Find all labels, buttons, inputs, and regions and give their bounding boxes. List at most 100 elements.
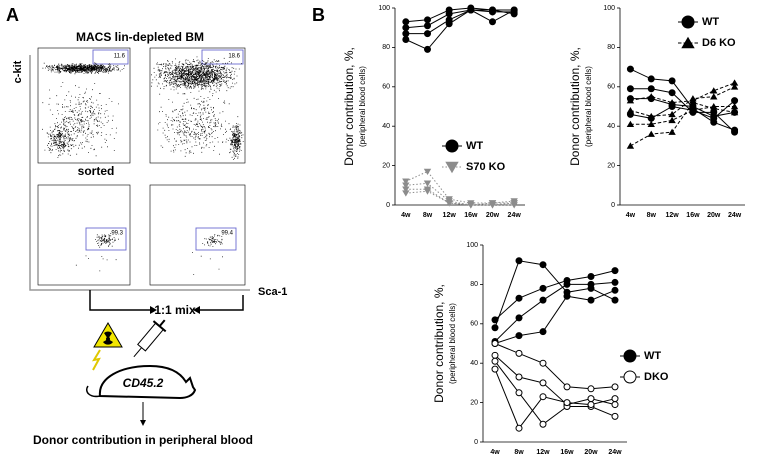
y-tick-label: 60 (470, 321, 478, 328)
marker (539, 359, 547, 367)
gating-axis (29, 55, 250, 291)
syringe-icon (133, 319, 167, 358)
y-tick-label: 40 (470, 360, 478, 367)
x-tick-label: 12w (665, 212, 679, 219)
marker (626, 142, 635, 149)
marker (710, 87, 718, 94)
y-tick-label: 100 (378, 5, 390, 12)
marker (488, 202, 497, 209)
legend-label: DKO (644, 371, 669, 383)
marker (515, 373, 523, 381)
arrow-head (140, 420, 146, 426)
series-line (405, 9, 515, 51)
marker (402, 24, 410, 32)
marker (510, 6, 518, 14)
x-tick-label: 16w (464, 212, 478, 219)
marker (489, 6, 496, 14)
marker (611, 286, 619, 294)
y-axis-label: (peripheral blood cells) (584, 66, 593, 147)
series-line (630, 106, 735, 125)
marker (467, 6, 475, 14)
result-label: Donor contribution in peripheral blood (33, 433, 253, 447)
marker (539, 420, 547, 428)
series-line (405, 182, 515, 206)
marker (445, 10, 453, 18)
series-line (405, 9, 515, 29)
marker (731, 128, 739, 136)
series-line (494, 354, 616, 406)
series-line (630, 82, 735, 104)
marker (423, 188, 432, 195)
marker (563, 292, 571, 300)
mouse-label: CD45.2 (123, 376, 164, 390)
legend-label: WT (466, 140, 483, 152)
y-axis-label: Donor contribution, %, (432, 284, 446, 403)
marker (626, 120, 635, 128)
y-tick-label: 20 (382, 162, 390, 169)
marker (491, 365, 499, 373)
x-tick-label: 24w (728, 212, 742, 219)
marker (515, 257, 523, 265)
y-tick-label: 0 (611, 202, 615, 209)
marker (710, 114, 718, 122)
series-line (630, 68, 735, 131)
marker (402, 36, 410, 44)
x-tick-label: 4w (490, 449, 500, 456)
marker (730, 108, 739, 116)
marker (587, 273, 595, 281)
x-tick-label: 24w (508, 212, 522, 219)
y-tick-label: 40 (607, 123, 615, 130)
marker (402, 18, 410, 26)
x-tick-label: 8w (514, 449, 524, 456)
marker (539, 328, 547, 336)
sorted-label: sorted (78, 164, 115, 178)
marker (587, 395, 595, 403)
y-tick-label: 80 (607, 44, 615, 51)
irradiation-icon (91, 322, 123, 371)
y-tick-label: 20 (607, 162, 615, 169)
marker (730, 103, 739, 110)
marker (563, 280, 571, 288)
marker (423, 180, 432, 187)
gate-value: 99.3 (111, 231, 123, 237)
marker (587, 280, 595, 288)
legend-label: S70 KO (466, 161, 506, 173)
marker (467, 202, 475, 209)
flow-events (42, 62, 125, 158)
panel-label: A (6, 5, 19, 25)
marker (626, 85, 634, 93)
marker (730, 83, 739, 90)
marker (563, 399, 571, 407)
marker (539, 284, 547, 292)
marker (668, 110, 676, 118)
series-line (405, 9, 515, 35)
x-tick-label: 20w (486, 212, 500, 219)
marker (402, 182, 410, 189)
x-axis-label: Sca-1 (258, 286, 287, 298)
flow-events (75, 233, 119, 272)
marker (402, 190, 410, 197)
y-tick-label: 0 (474, 439, 478, 446)
legend-label: WT (644, 350, 661, 362)
marker (489, 18, 496, 26)
y-tick-label: 100 (466, 242, 478, 249)
marker (611, 278, 619, 286)
marker (491, 351, 499, 359)
y-tick-label: 80 (382, 44, 390, 51)
marker (402, 186, 410, 193)
marker (611, 267, 619, 275)
y-tick-label: 60 (607, 84, 615, 91)
marker (510, 202, 518, 209)
mix-label: 1:1 mix (154, 303, 196, 317)
marker (587, 401, 595, 409)
panel-label: B (312, 5, 325, 25)
marker (539, 379, 547, 387)
marker (647, 85, 655, 93)
marker (668, 99, 676, 106)
marker (445, 20, 453, 28)
marker (611, 383, 619, 391)
series-line (494, 260, 616, 328)
flow-events (151, 56, 244, 160)
marker (539, 296, 547, 304)
